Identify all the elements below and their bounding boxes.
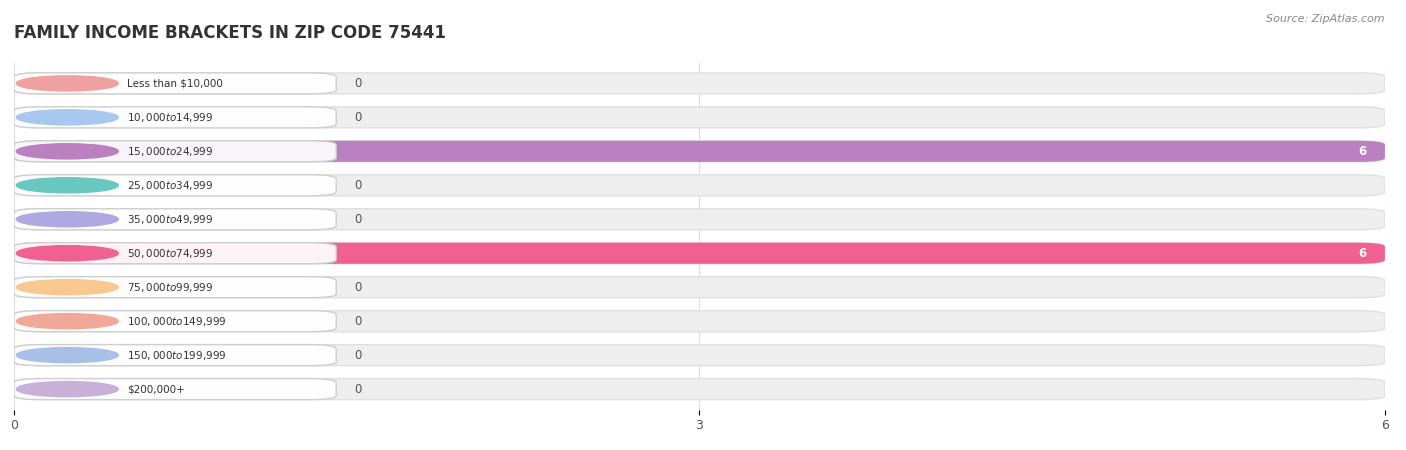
Circle shape: [17, 178, 118, 193]
Text: $35,000 to $49,999: $35,000 to $49,999: [128, 213, 214, 226]
Text: 0: 0: [354, 213, 361, 226]
Text: 0: 0: [354, 315, 361, 328]
Text: 0: 0: [354, 179, 361, 192]
Text: $150,000 to $199,999: $150,000 to $199,999: [128, 349, 226, 362]
FancyBboxPatch shape: [14, 345, 336, 366]
FancyBboxPatch shape: [14, 310, 336, 332]
Text: $15,000 to $24,999: $15,000 to $24,999: [128, 145, 214, 158]
FancyBboxPatch shape: [14, 175, 1385, 196]
Text: Source: ZipAtlas.com: Source: ZipAtlas.com: [1267, 14, 1385, 23]
Text: $75,000 to $99,999: $75,000 to $99,999: [128, 281, 214, 294]
Circle shape: [17, 246, 118, 261]
Circle shape: [17, 347, 118, 363]
FancyBboxPatch shape: [14, 243, 1385, 264]
FancyBboxPatch shape: [14, 141, 1385, 162]
Circle shape: [17, 144, 118, 159]
Circle shape: [17, 314, 118, 329]
Circle shape: [17, 212, 118, 227]
FancyBboxPatch shape: [14, 107, 336, 128]
Text: $25,000 to $34,999: $25,000 to $34,999: [128, 179, 214, 192]
FancyBboxPatch shape: [14, 378, 336, 400]
Text: 0: 0: [354, 349, 361, 362]
Text: 0: 0: [354, 77, 361, 90]
Text: 0: 0: [354, 281, 361, 294]
Text: Less than $10,000: Less than $10,000: [128, 78, 224, 88]
Text: FAMILY INCOME BRACKETS IN ZIP CODE 75441: FAMILY INCOME BRACKETS IN ZIP CODE 75441: [14, 24, 446, 42]
Text: 0: 0: [354, 382, 361, 396]
FancyBboxPatch shape: [14, 209, 1385, 230]
FancyBboxPatch shape: [14, 378, 1385, 400]
FancyBboxPatch shape: [14, 277, 1385, 298]
Circle shape: [17, 76, 118, 91]
Text: $10,000 to $14,999: $10,000 to $14,999: [128, 111, 214, 124]
FancyBboxPatch shape: [14, 243, 1385, 264]
Text: $100,000 to $149,999: $100,000 to $149,999: [128, 315, 226, 328]
FancyBboxPatch shape: [14, 175, 336, 196]
FancyBboxPatch shape: [14, 107, 1385, 128]
FancyBboxPatch shape: [14, 141, 1385, 162]
Circle shape: [17, 110, 118, 125]
FancyBboxPatch shape: [14, 73, 1385, 94]
Text: $200,000+: $200,000+: [128, 384, 186, 394]
Circle shape: [17, 382, 118, 397]
FancyBboxPatch shape: [14, 141, 336, 162]
FancyBboxPatch shape: [14, 209, 336, 230]
Text: 6: 6: [1358, 247, 1367, 260]
Text: 0: 0: [354, 111, 361, 124]
FancyBboxPatch shape: [14, 277, 336, 298]
Circle shape: [17, 279, 118, 295]
FancyBboxPatch shape: [14, 345, 1385, 366]
FancyBboxPatch shape: [14, 73, 336, 94]
FancyBboxPatch shape: [14, 310, 1385, 332]
Text: 6: 6: [1358, 145, 1367, 158]
Text: $50,000 to $74,999: $50,000 to $74,999: [128, 247, 214, 260]
FancyBboxPatch shape: [14, 243, 336, 264]
